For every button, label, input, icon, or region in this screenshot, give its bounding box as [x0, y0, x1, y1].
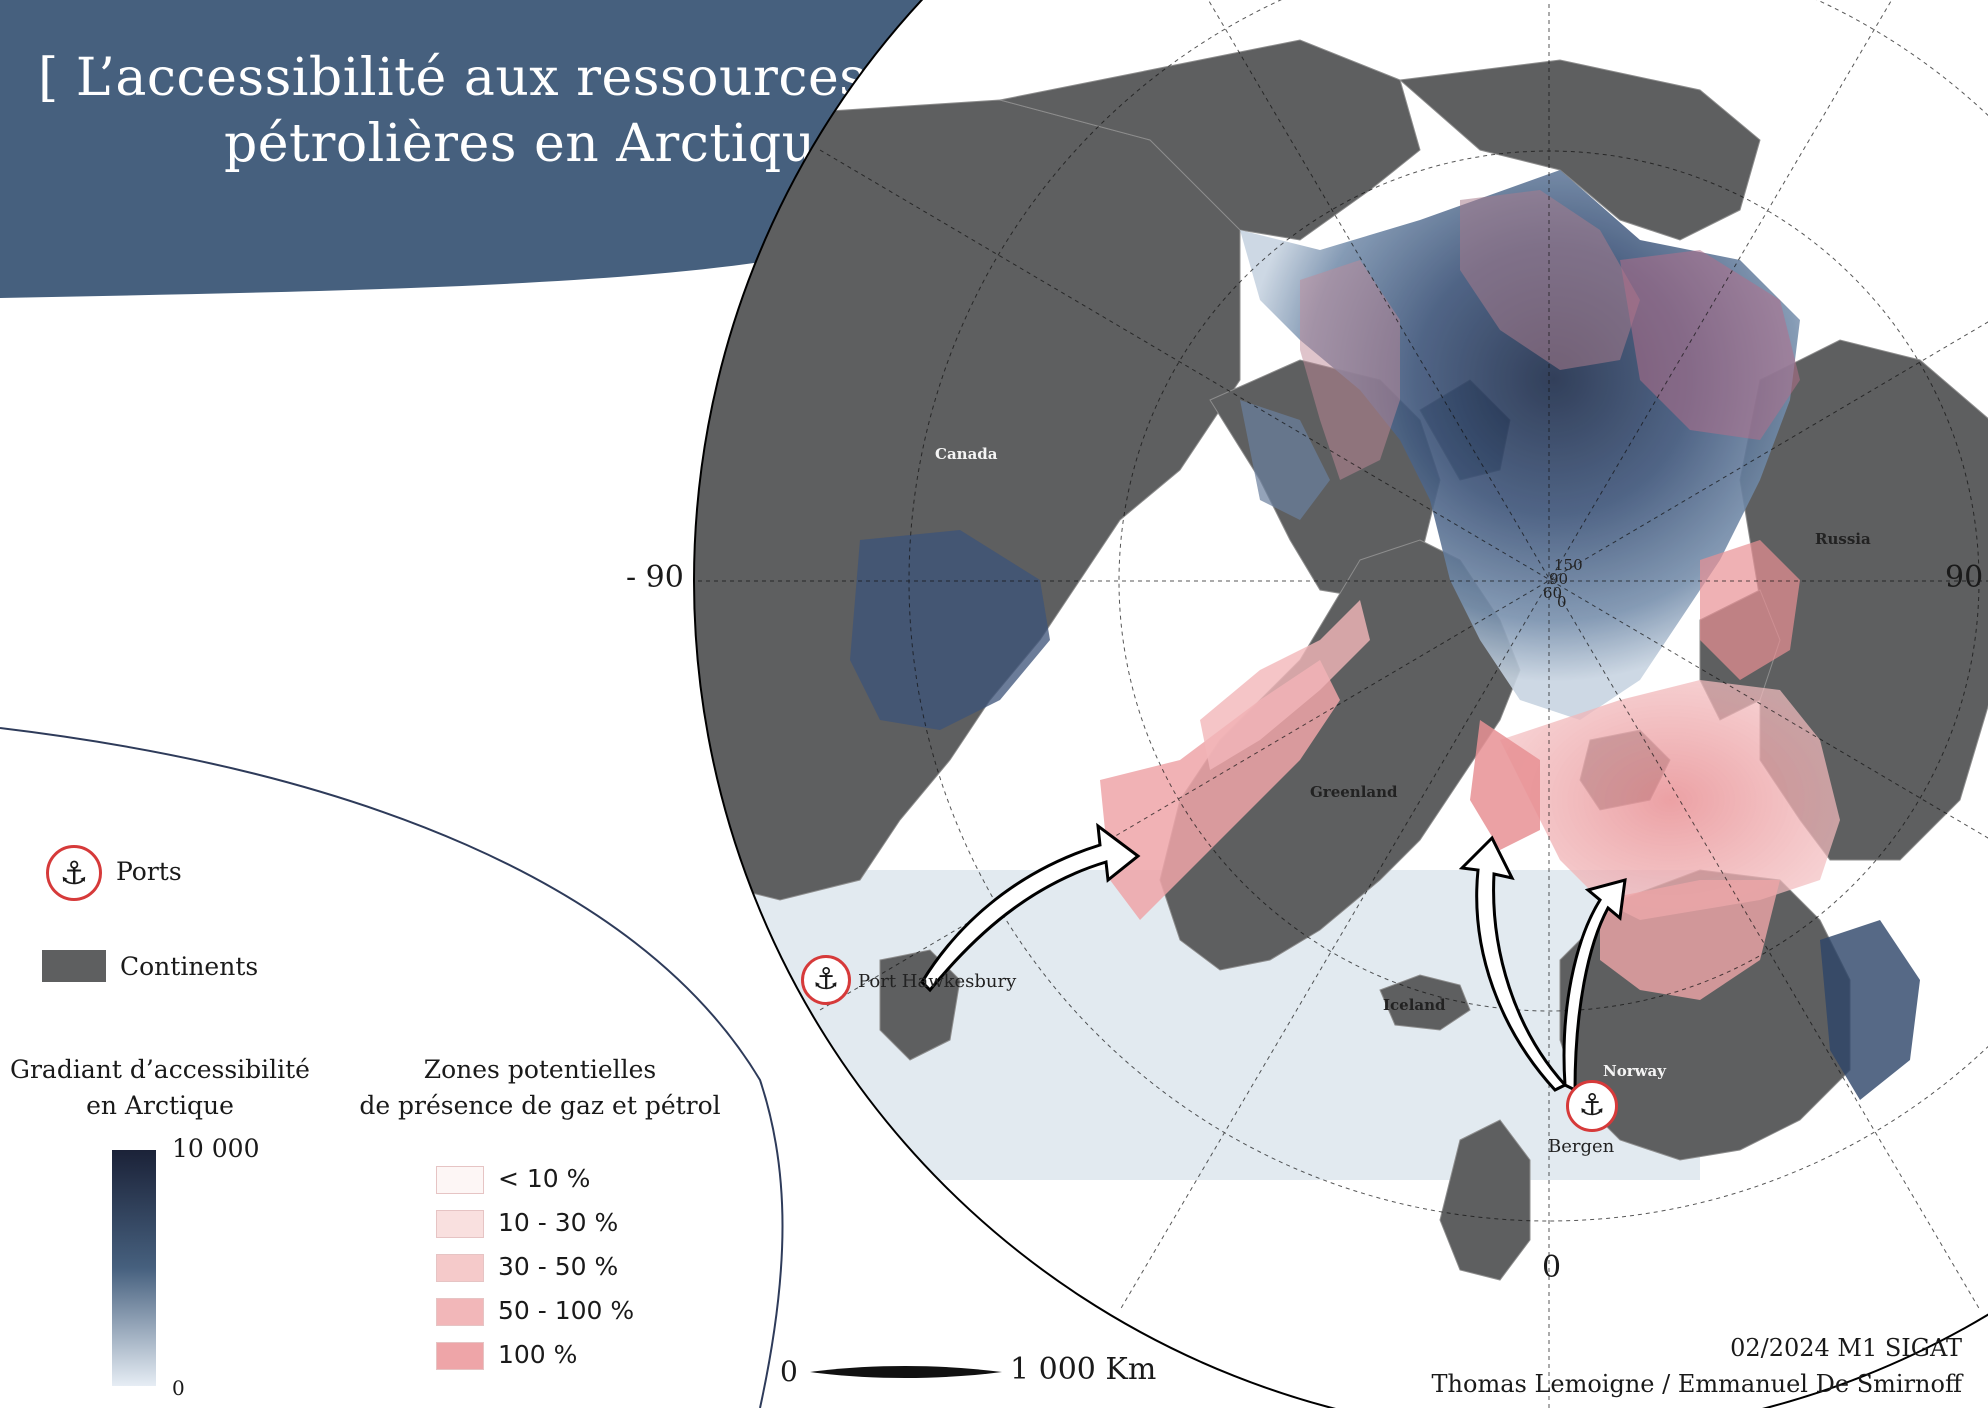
legend-gradient-title-line-2: en Arctique [86, 1091, 234, 1120]
label-russia: Russia [1815, 530, 1871, 548]
legend-frame-curve [0, 727, 784, 1408]
legend-ports-label: Ports [116, 857, 182, 886]
arrow-port-hawkesbury [920, 822, 1141, 993]
legend-zone-label: 100 % [498, 1340, 578, 1369]
label-port-hawkesbury: Port Hawkesbury [858, 971, 1017, 992]
pole-labels: 150 90 60 0 [1543, 556, 1583, 611]
legend-zone-swatch [436, 1254, 484, 1282]
scale-bar-end: 1 000 Km [1010, 1352, 1157, 1387]
legend-gradient-title-line-1: Gradiant d’accessibilité [10, 1055, 310, 1084]
pole-label-90: 90 [1549, 570, 1568, 588]
graticule-label-west: - 90 [626, 560, 684, 595]
legend-gradient-bar [112, 1150, 156, 1386]
credit-authors: Thomas Lemoigne / Emmanuel De Smirnoff [1431, 1370, 1962, 1398]
legend-zones-title-line-2: de présence de gaz et pétrol [359, 1091, 721, 1120]
port-marker-bergen[interactable]: ⚓ [1566, 1080, 1618, 1132]
port-marker-hawkesbury[interactable]: ⚓ [801, 955, 851, 1005]
graticule-label-south: 0 [1542, 1250, 1562, 1285]
legend-gradient-max: 10 000 [172, 1134, 260, 1163]
arrow-bergen-2 [1562, 877, 1627, 1093]
oil-gas-zones [1100, 190, 1840, 1000]
title-banner [0, 0, 989, 298]
continents [694, 39, 1988, 1281]
legend-zones-title-line-1: Zones potentielles [423, 1055, 657, 1084]
anchor-icon: ⚓ [812, 962, 840, 997]
scale-bar [810, 1366, 1002, 1378]
pole-label-150: 150 [1554, 556, 1583, 574]
legend-zone-label: 30 - 50 % [498, 1252, 619, 1281]
credit-date: 02/2024 M1 SIGAT [1730, 1334, 1962, 1362]
legend-zone-swatch [436, 1298, 484, 1326]
legend-zone-swatch [436, 1342, 484, 1370]
legend-continents-label: Continents [120, 952, 259, 981]
legend-zones-title: Zones potentielles de présence de gaz et… [340, 1052, 740, 1124]
map-title-line-2: pétrolières en Arctique ] [224, 114, 885, 174]
legend-continents-swatch [42, 950, 106, 982]
legend-gradient-title: Gradiant d’accessibilité en Arctique [0, 1052, 320, 1124]
legend-zone-label: < 10 % [498, 1164, 591, 1193]
legend-port-symbol: ⚓ [46, 845, 102, 901]
anchor-icon: ⚓ [59, 854, 89, 892]
arrow-bergen-1 [1458, 835, 1568, 1092]
label-greenland: Greenland [1310, 783, 1398, 801]
legend-zone-swatch [436, 1210, 484, 1238]
legend-zone-swatch [436, 1166, 484, 1194]
legend-zone-label: 50 - 100 % [498, 1296, 635, 1325]
map-circle-border [693, 0, 1988, 1408]
graticule-label-east: 90 [1945, 560, 1984, 595]
legend-zone-label: 10 - 30 % [498, 1208, 619, 1237]
anchor-icon: ⚓ [1578, 1088, 1606, 1123]
legend-gradient-min: 0 [172, 1376, 185, 1400]
pole-label-60: 60 [1543, 584, 1562, 602]
map-title-line-1: [ L’accessibilité aux ressources [38, 48, 867, 108]
scale-bar-start: 0 [780, 1355, 798, 1388]
pole-label-0: 0 [1557, 593, 1567, 611]
label-norway: Norway [1603, 1062, 1666, 1080]
label-iceland: Iceland [1383, 996, 1446, 1014]
route-arrows [920, 822, 1627, 1093]
label-port-bergen: Bergen [1548, 1136, 1615, 1157]
label-canada: Canada [935, 445, 998, 463]
